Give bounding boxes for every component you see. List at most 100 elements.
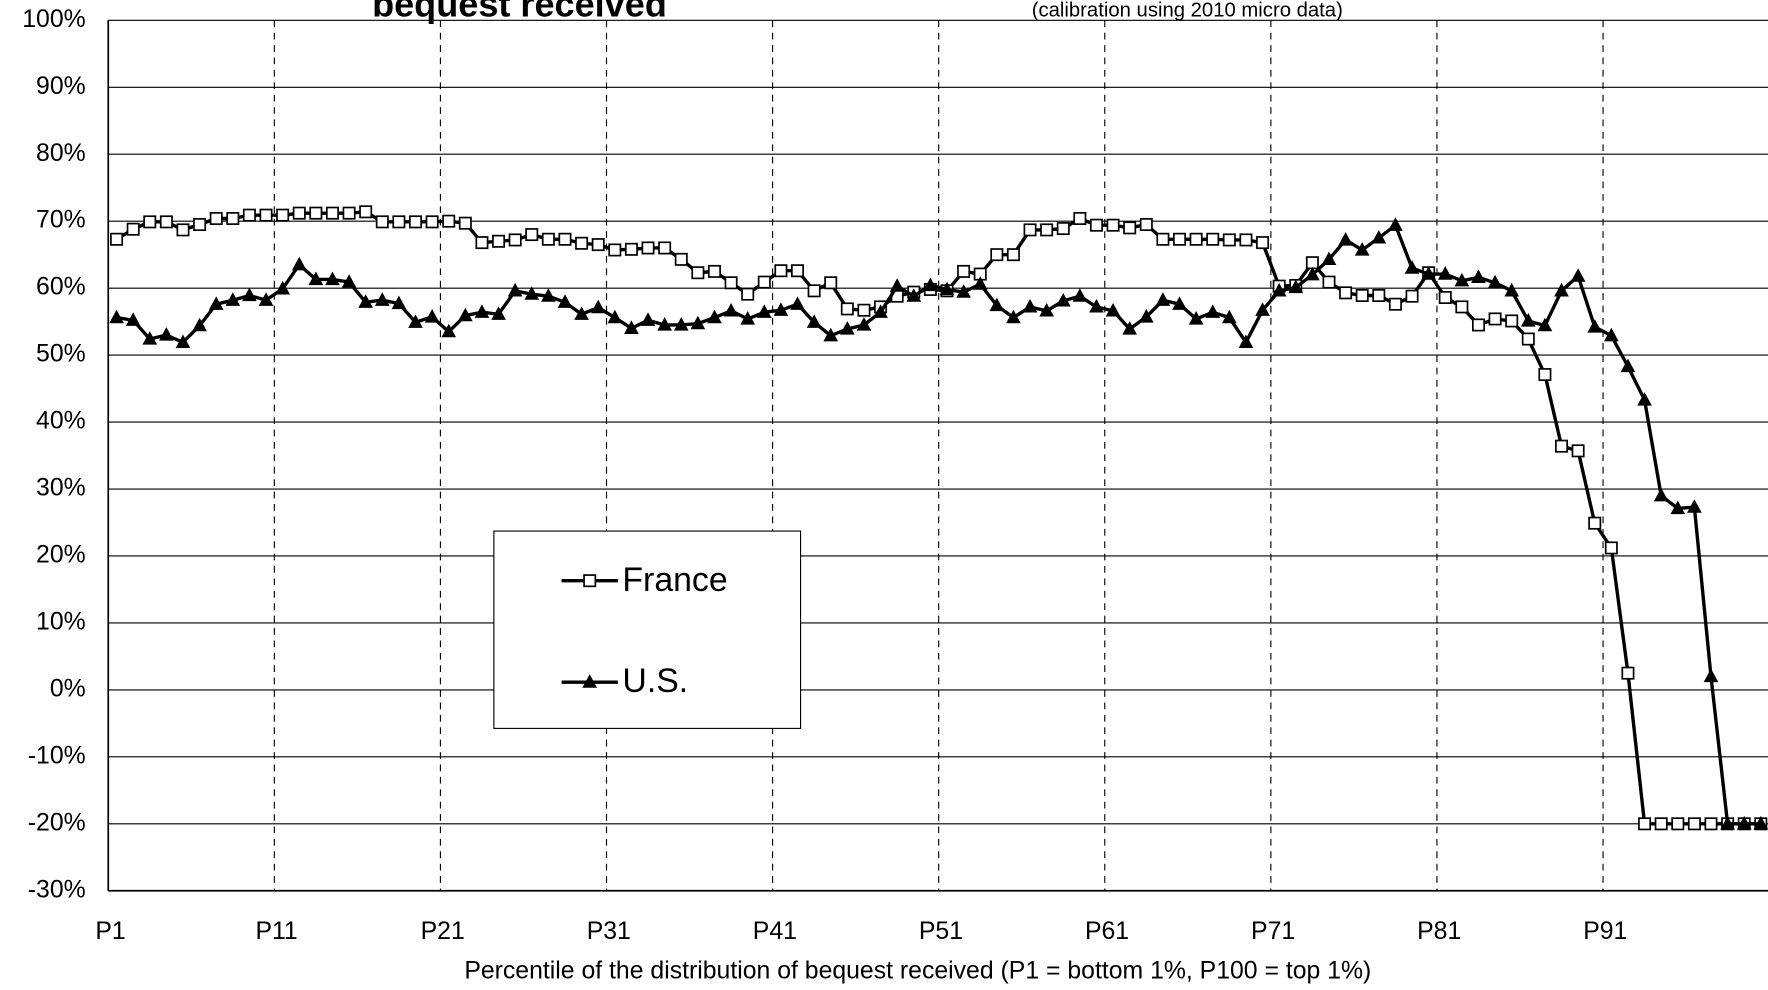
legend-box [493,530,802,729]
data-point [624,242,638,256]
data-point [607,309,623,324]
data-point [673,317,689,331]
data-point [258,292,274,306]
legend-marker [583,574,597,588]
y-tick-label: 10% [36,608,86,635]
data-point [424,309,440,323]
data-point [375,215,389,229]
data-point [957,264,971,278]
data-point [1023,223,1037,237]
data-point [1621,666,1635,680]
data-point [1471,318,1485,332]
data-point [1554,282,1569,297]
data-point [125,312,141,326]
data-point [442,214,456,228]
data-point [840,321,855,335]
data-point [1638,817,1652,831]
data-point [791,264,804,278]
data-point [374,292,390,306]
data-point [1271,282,1287,297]
data-point [1555,439,1569,453]
data-point [1687,817,1701,831]
data-point [1255,302,1270,316]
data-point [225,292,241,306]
data-point [823,327,839,342]
data-point [474,304,490,318]
y-tick-label: 90% [36,73,86,100]
x-tick-label: P91 [1583,918,1627,945]
y-tick-label: 80% [36,140,86,167]
data-point [1588,516,1602,530]
data-point [292,206,306,220]
data-point [525,228,539,242]
data-point [856,317,872,331]
data-point [1437,266,1453,280]
data-point [1720,815,1735,830]
y-tick-label: -10% [28,742,86,769]
data-point [1388,297,1402,311]
data-point [1604,327,1619,342]
data-point [1156,232,1170,246]
data-point [458,307,473,322]
data-point [640,312,656,326]
x-tick-label: P71 [1251,918,1295,945]
data-point [209,212,223,225]
data-point [541,232,555,246]
legend-label: France [622,561,727,599]
data-point [226,212,240,225]
data-point [558,232,572,246]
data-point [1188,311,1204,325]
data-point [492,234,506,248]
y-tick-label: 0% [50,675,86,702]
data-point [1072,288,1088,302]
data-point [956,284,971,298]
y-tick-label: -20% [28,809,86,836]
data-point [1587,319,1603,333]
data-point [1172,296,1187,310]
data-point [325,271,340,286]
data-point [1736,815,1752,830]
data-point [657,317,672,331]
x-tick-label: P31 [587,918,631,945]
data-point [641,241,655,255]
data-point [1670,500,1686,515]
x-tick-label: P41 [753,918,797,945]
data-point [1305,266,1320,281]
data-point [1222,309,1237,324]
data-point [740,311,756,325]
data-point [806,314,822,328]
series-line [115,210,1761,826]
data-point [309,206,323,220]
data-point [1006,248,1020,262]
data-point [192,317,207,332]
legend-marker [582,674,598,688]
data-point [1039,303,1054,317]
data-point [176,223,190,237]
data-point [906,288,922,302]
data-point [1122,321,1138,335]
data-point [707,264,721,278]
x-tick-label: P61 [1085,918,1129,945]
data-point [359,205,373,219]
data-point [1487,274,1503,289]
data-point [126,222,140,236]
data-point [507,282,523,297]
data-point [807,284,821,298]
data-point [1288,279,1304,294]
data-point [1687,499,1702,513]
x-tick-label: P51 [919,918,963,945]
data-point [1206,232,1220,246]
data-point [1339,286,1353,300]
data-point [242,287,257,302]
data-point [707,309,722,324]
data-point [773,302,789,316]
data-point [1404,260,1420,274]
data-point [557,294,573,308]
data-point [724,276,738,290]
data-point [1089,298,1104,313]
data-point [1354,242,1370,256]
x-tick-label: P1 [95,918,125,945]
data-point [208,296,224,310]
data-point [1022,298,1038,313]
